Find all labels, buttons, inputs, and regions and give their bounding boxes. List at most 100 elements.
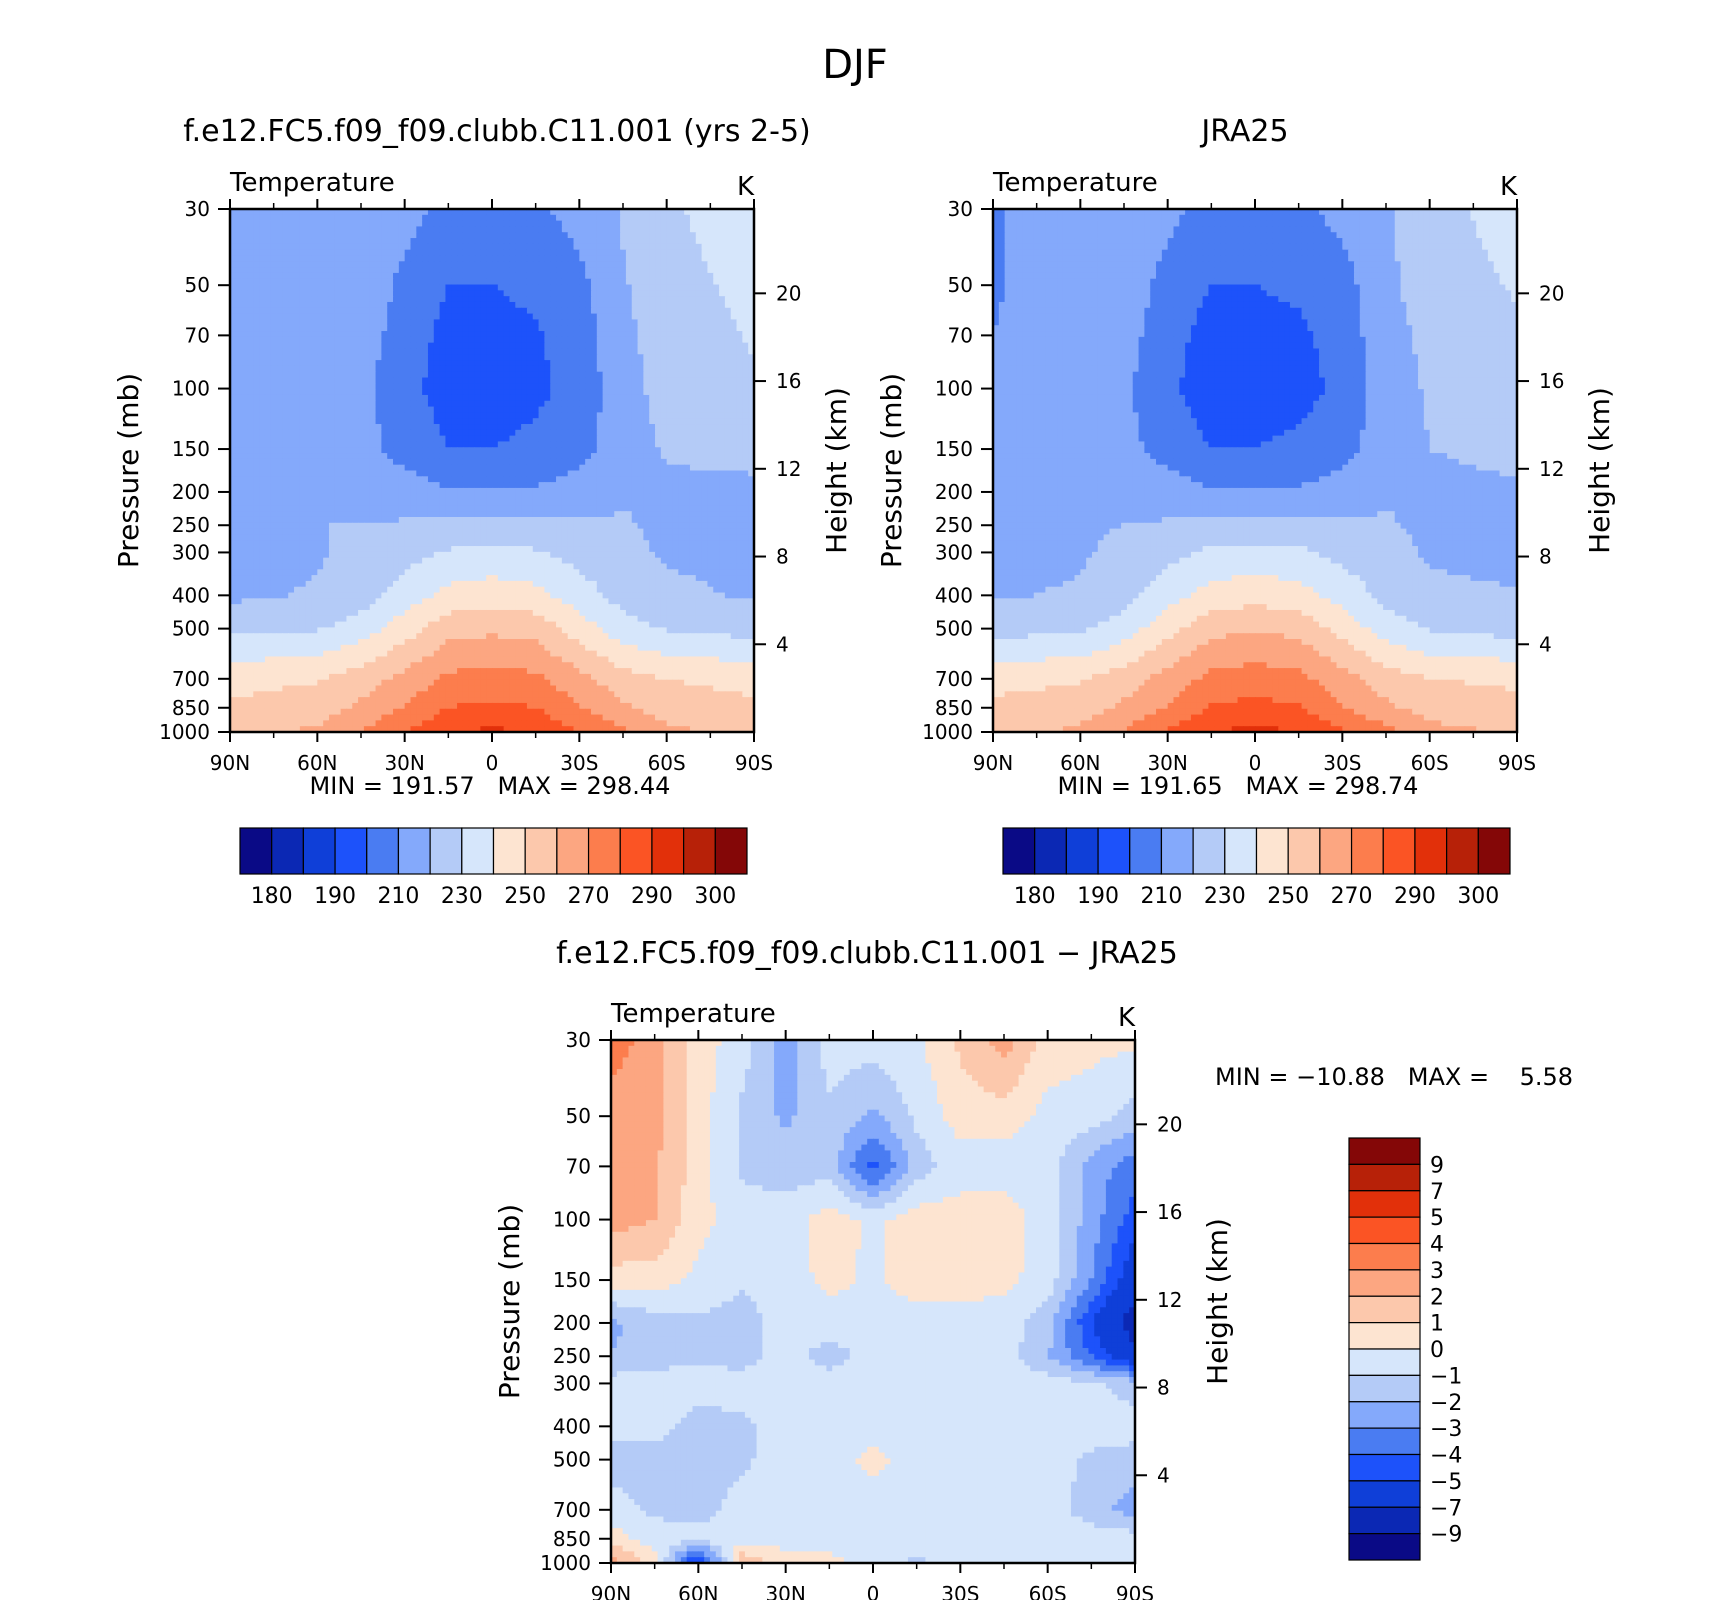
contour-cell	[393, 261, 399, 267]
contour-cell	[410, 465, 416, 471]
contour-cell	[684, 436, 690, 442]
contour-cell	[614, 488, 620, 494]
contour-cell	[591, 354, 597, 360]
contour-cell	[259, 215, 265, 221]
contour-cell	[649, 319, 655, 325]
contour-cell	[445, 285, 451, 291]
contour-cell	[271, 290, 277, 296]
contour-cell	[643, 505, 649, 511]
contour-cell	[643, 447, 649, 453]
contour-cell	[440, 273, 446, 279]
contour-cell	[515, 459, 521, 465]
contour-cell	[247, 488, 253, 494]
contour-cell	[352, 453, 358, 459]
contour-cell	[364, 255, 370, 261]
contour-cell	[405, 412, 411, 418]
contour-cell	[393, 465, 399, 471]
contour-cell	[509, 302, 515, 308]
contour-cell	[632, 494, 638, 500]
contour-cell	[376, 465, 382, 471]
contour-cell	[312, 372, 318, 378]
contour-cell	[632, 314, 638, 320]
contour-cell	[603, 505, 609, 511]
contour-cell	[405, 424, 411, 430]
contour-cell	[247, 279, 253, 285]
contour-cell	[271, 314, 277, 320]
contour-cell	[259, 279, 265, 285]
contour-cell	[591, 343, 597, 349]
contour-cell	[509, 517, 515, 523]
contour-cell	[259, 285, 265, 291]
contour-cell	[358, 482, 364, 488]
contour-cell	[277, 250, 283, 256]
contour-cell	[312, 244, 318, 250]
contour-cell	[504, 221, 510, 227]
contour-cell	[655, 337, 661, 343]
contour-cell	[731, 360, 737, 366]
contour-cell	[463, 378, 469, 384]
contour-cell	[410, 430, 416, 436]
contour-cell	[364, 436, 370, 442]
contour-cell	[451, 273, 457, 279]
contour-cell	[341, 500, 347, 506]
contour-cell	[393, 389, 399, 395]
contour-cell	[294, 267, 300, 273]
contour-cell	[236, 476, 242, 482]
contour-cell	[521, 465, 527, 471]
contour-cell	[346, 267, 352, 273]
contour-cell	[428, 412, 434, 418]
contour-cell	[579, 244, 585, 250]
contour-cell	[480, 215, 486, 221]
contour-cell	[608, 226, 614, 232]
contour-cell	[661, 471, 667, 477]
contour-cell	[603, 407, 609, 413]
contour-cell	[713, 517, 719, 523]
contour-cell	[329, 430, 335, 436]
contour-cell	[469, 308, 475, 314]
contour-cell	[294, 354, 300, 360]
contour-cell	[690, 436, 696, 442]
contour-cell	[725, 314, 731, 320]
contour-cell	[556, 383, 562, 389]
contour-cell	[288, 511, 294, 517]
contour-cell	[719, 261, 725, 267]
contour-cell	[247, 529, 253, 535]
contour-cell	[428, 308, 434, 314]
contour-cell	[742, 360, 748, 366]
contour-cell	[672, 226, 678, 232]
contour-cell	[247, 430, 253, 436]
contour-cell	[638, 378, 644, 384]
contour-cell	[475, 395, 481, 401]
contour-cell	[527, 226, 533, 232]
contour-cell	[672, 453, 678, 459]
contour-cell	[399, 505, 405, 511]
contour-cell	[475, 360, 481, 366]
contour-cell	[329, 459, 335, 465]
contour-cell	[247, 453, 253, 459]
contour-cell	[515, 494, 521, 500]
contour-cell	[282, 424, 288, 430]
contour-cell	[271, 343, 277, 349]
contour-cell	[725, 238, 731, 244]
contour-cell	[387, 482, 393, 488]
contour-cell	[504, 459, 510, 465]
contour-cell	[509, 436, 515, 442]
contour-cell	[480, 447, 486, 453]
contour-cell	[574, 517, 580, 523]
contour-cell	[346, 517, 352, 523]
contour-cell	[288, 331, 294, 337]
contour-cell	[498, 354, 504, 360]
contour-cell	[352, 238, 358, 244]
contour-cell	[480, 453, 486, 459]
contour-cell	[242, 273, 248, 279]
contour-cell	[678, 436, 684, 442]
contour-cell	[649, 383, 655, 389]
contour-cell	[562, 505, 568, 511]
contour-cell	[608, 511, 614, 517]
contour-cell	[597, 296, 603, 302]
contour-cell	[469, 354, 475, 360]
contour-cell	[556, 424, 562, 430]
contour-cell	[381, 412, 387, 418]
contour-cell	[498, 401, 504, 407]
